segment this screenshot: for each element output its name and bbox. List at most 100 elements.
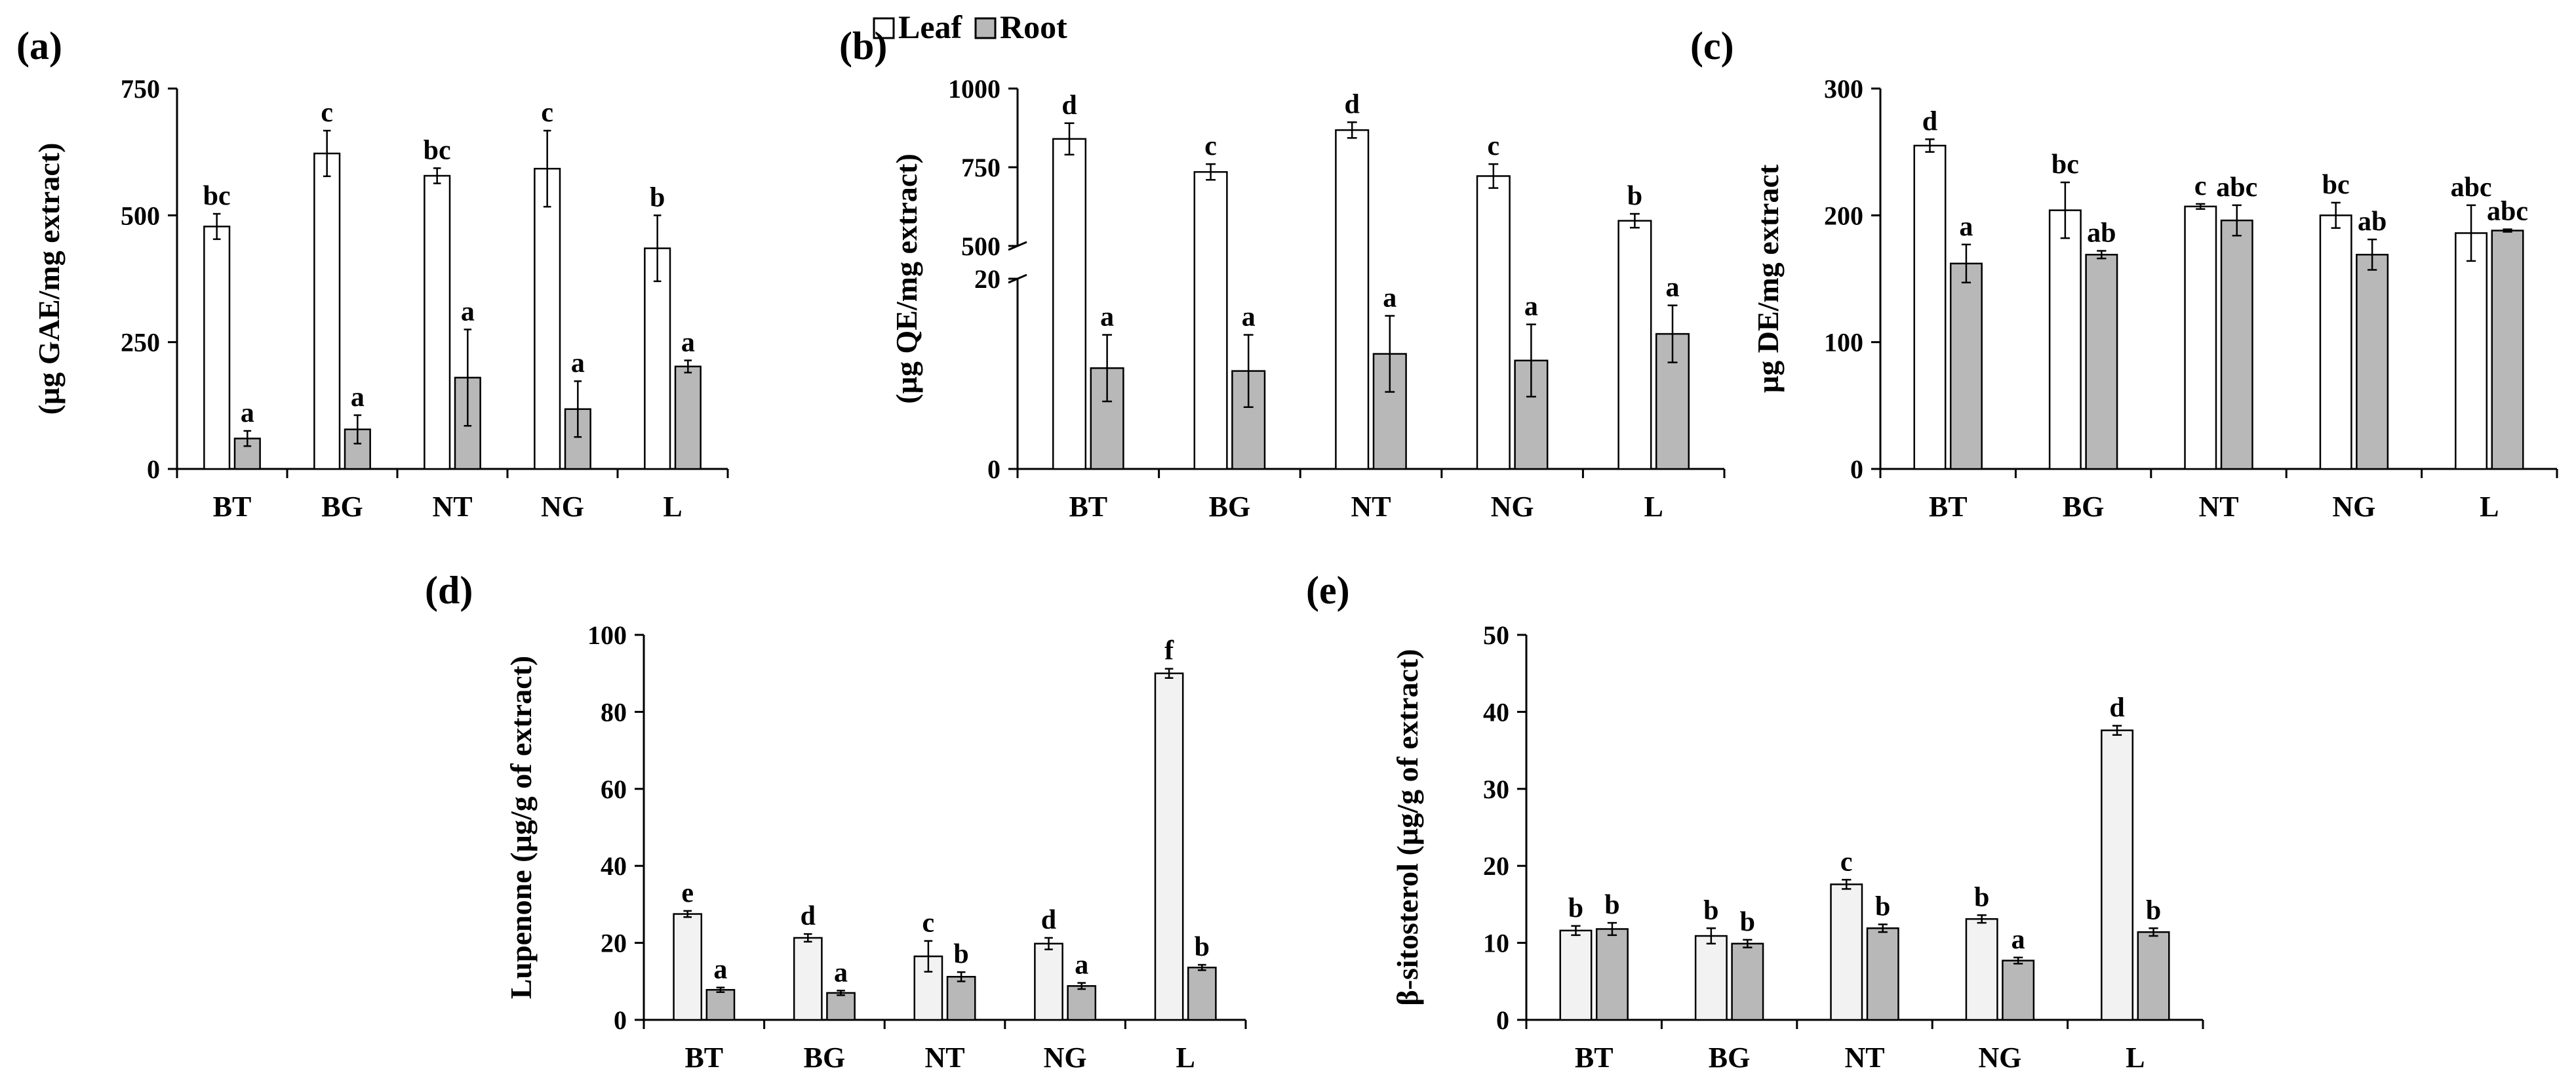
y-tick-label: 300 xyxy=(1824,74,1863,104)
y-tick-label: 750 xyxy=(961,153,1001,182)
x-tick-label: NT xyxy=(432,491,472,523)
significance-letter: c xyxy=(2194,171,2207,201)
significance-letter: a xyxy=(1100,302,1114,333)
x-tick-label: BG xyxy=(321,491,363,523)
x-tick-label: L xyxy=(2126,1041,2145,1074)
bar-leaf xyxy=(1559,929,1593,1021)
x-tick-label: BG xyxy=(2063,491,2105,523)
x-tick-label: L xyxy=(663,491,682,523)
significance-letter: ab xyxy=(2358,207,2387,237)
bar-leaf xyxy=(1052,138,1087,470)
significance-letter: d xyxy=(801,901,816,931)
y-axis-label-e: β-sitosterol (µg/g of extract) xyxy=(1391,649,1424,1005)
y-tick-label: 0 xyxy=(1850,455,1863,484)
x-tick-label: BG xyxy=(1709,1041,1751,1074)
axis-break-mark xyxy=(1008,273,1027,284)
significance-letter: b xyxy=(2146,895,2161,925)
x-tick-label: NT xyxy=(1351,491,1391,523)
bar-root xyxy=(1731,942,1764,1021)
bar-leaf xyxy=(1335,129,1370,470)
y-tick-label: 0 xyxy=(1496,1005,1509,1035)
panel-e: (e) β-sitosterol (µg/g of extract) 0 10 20 30… xyxy=(1306,569,2204,1074)
significance-letter: a xyxy=(241,398,254,428)
bar-leaf xyxy=(2455,232,2488,470)
x-tick-label: BG xyxy=(1209,491,1251,523)
bar-leaf xyxy=(2184,205,2217,470)
significance-letter: a xyxy=(351,382,365,413)
bar-leaf xyxy=(424,174,451,470)
significance-letter: c xyxy=(922,908,935,939)
significance-letter: b xyxy=(1627,181,1642,211)
significance-letter: a xyxy=(1524,292,1538,322)
bar-root xyxy=(2220,219,2253,470)
y-axis-label-c: µg DE/mg extract xyxy=(1751,164,1785,393)
bar-root xyxy=(2356,254,2389,470)
significance-letter: bc xyxy=(203,181,231,211)
y-tick-label: 0 xyxy=(614,1005,627,1035)
panel-c: (c) µg DE/mg extract 0 100 200 300 BT BG NT NG Ld b… xyxy=(1690,24,2558,523)
bar-leaf xyxy=(1034,942,1063,1021)
significance-letter: bc xyxy=(2051,150,2079,180)
significance-letter: d xyxy=(1345,89,1360,119)
significance-letter: a xyxy=(461,296,475,327)
x-tick-label: NT xyxy=(2198,491,2238,523)
significance-letter: bc xyxy=(424,135,451,165)
panel-label-a: (a) xyxy=(16,24,62,68)
significance-letter: a xyxy=(834,958,848,988)
x-tick-label: NG xyxy=(541,491,584,523)
x-tick-label: BT xyxy=(1575,1041,1614,1074)
significance-letter: c xyxy=(1204,131,1217,161)
significance-letter: b xyxy=(1974,882,1989,912)
y-tick-label: 60 xyxy=(601,775,627,804)
significance-letter: bc xyxy=(2322,170,2350,200)
legend-swatch-leaf xyxy=(873,17,895,39)
bar-leaf xyxy=(1154,672,1184,1021)
significance-letter: d xyxy=(1922,106,1937,136)
significance-letter: c xyxy=(1840,847,1853,877)
significance-letter: f xyxy=(1164,636,1174,666)
x-tick-label: BG xyxy=(804,1041,846,1074)
panel-label-c: (c) xyxy=(1690,24,1734,68)
significance-letter: e xyxy=(681,878,694,908)
legend-swatch-root xyxy=(974,17,997,39)
bar-root xyxy=(2002,960,2035,1021)
x-tick-label: L xyxy=(2480,491,2499,523)
y-tick-label: 100 xyxy=(1824,328,1863,357)
x-tick-label: NG xyxy=(1044,1041,1087,1074)
bar-leaf xyxy=(1193,171,1228,470)
bar-leaf xyxy=(534,167,561,470)
significance-letter: a xyxy=(1242,302,1256,333)
significance-letter: b xyxy=(650,182,665,212)
significance-letter: b xyxy=(1568,893,1583,923)
significance-letter: b xyxy=(1604,890,1619,920)
bar-leaf xyxy=(313,152,341,470)
x-tick-label: NT xyxy=(924,1041,964,1074)
bar-leaf xyxy=(203,226,231,470)
x-tick-label: BT xyxy=(1069,491,1107,523)
bar-leaf xyxy=(1830,883,1863,1021)
bar-root xyxy=(946,976,976,1021)
y-tick-label: 250 xyxy=(121,328,160,357)
y-tick-label: 40 xyxy=(1483,697,1509,727)
x-tick-label: L xyxy=(1176,1041,1195,1074)
y-tick-label: 20 xyxy=(974,264,1001,294)
significance-letter: c xyxy=(321,98,333,128)
significance-letter: a xyxy=(681,328,695,358)
bar-root xyxy=(1187,966,1217,1021)
significance-letter: c xyxy=(1487,131,1499,161)
y-tick-label: 30 xyxy=(1483,775,1509,804)
bar-leaf xyxy=(1617,220,1652,470)
x-tick-label: BT xyxy=(213,491,252,523)
significance-letter: a xyxy=(2011,925,2025,955)
significance-letter: b xyxy=(1195,932,1210,962)
x-tick-label: NG xyxy=(1978,1041,2021,1074)
y-tick-label: 0 xyxy=(147,455,160,484)
y-tick-label: 20 xyxy=(1483,851,1509,881)
bar-leaf xyxy=(1476,175,1511,470)
x-tick-label: NG xyxy=(1491,491,1534,523)
bar-root xyxy=(1949,262,1983,470)
significance-letter: a xyxy=(571,348,585,378)
significance-letter: a xyxy=(1959,212,1973,242)
significance-letter: b xyxy=(1740,907,1755,937)
x-tick-label: NG xyxy=(2332,491,2375,523)
